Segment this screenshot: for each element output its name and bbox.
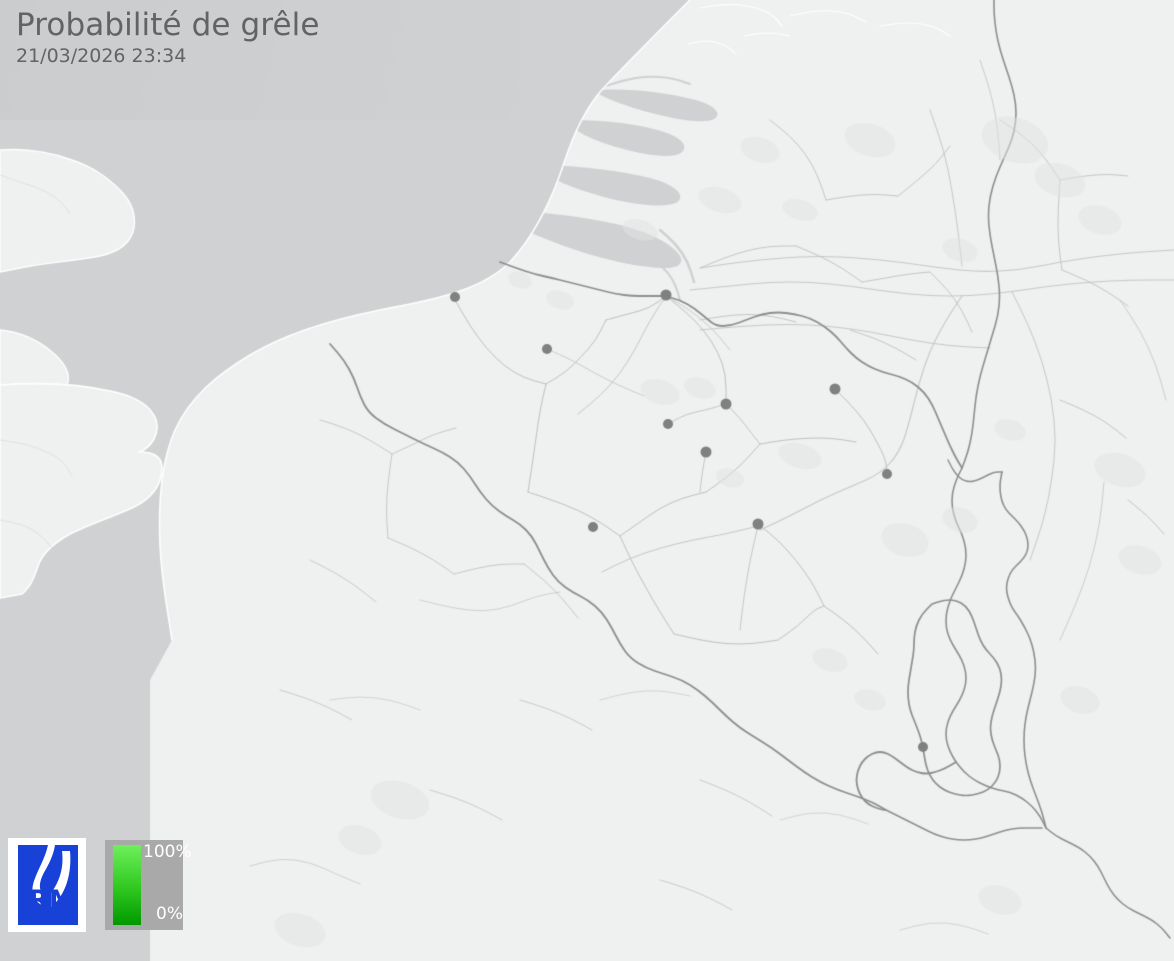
legend-min-label: 0% bbox=[156, 904, 183, 924]
logo-text: IRM bbox=[18, 885, 76, 916]
probability-legend[interactable]: 100% 0% bbox=[105, 840, 192, 930]
legend-color-bar bbox=[113, 845, 141, 925]
irm-logo[interactable]: IRM bbox=[8, 838, 86, 932]
logo-wave-icon bbox=[32, 845, 71, 907]
legend-max-label: 100% bbox=[143, 842, 192, 862]
